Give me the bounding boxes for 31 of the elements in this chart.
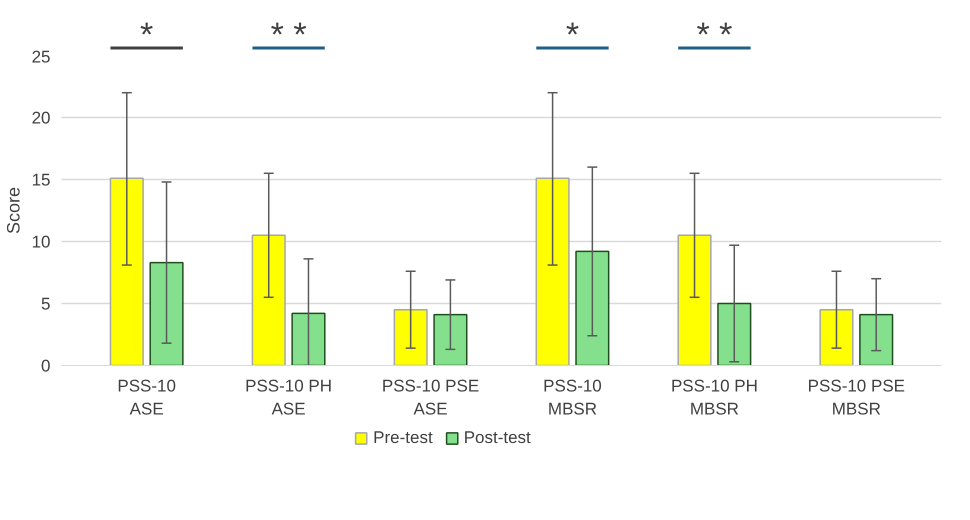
bar [677, 234, 712, 366]
legend-label: Pre-test [373, 428, 433, 448]
x-tick-label: PSS-10 MBSR [543, 376, 602, 418]
bar [575, 250, 610, 366]
y-tick-label: 20 [32, 108, 51, 128]
bar [536, 178, 570, 366]
bar [110, 178, 144, 366]
text: * [566, 16, 580, 54]
y-tick-label: 15 [32, 170, 51, 190]
bar [252, 234, 286, 366]
bar [819, 308, 854, 366]
bar [433, 314, 468, 366]
x-tick-label: PSS-10 PSE MBSR [808, 376, 906, 418]
bar [291, 312, 326, 366]
bar [859, 314, 894, 366]
bar [149, 262, 184, 366]
text: * [140, 16, 154, 54]
bar [394, 308, 428, 366]
text: * * [270, 16, 307, 54]
x-tick-label: PSS-10 PH MBSR [670, 376, 758, 418]
bar [717, 302, 752, 366]
y-axis-title: Score [4, 186, 24, 234]
y-tick-label: 10 [32, 232, 51, 252]
y-tick-label: 25 [32, 48, 51, 66]
legend-label: Post-test [464, 428, 531, 448]
x-tick-label: PSS-10 PH ASE [245, 376, 332, 418]
x-tick-label: PSS-10 PSE ASE [382, 376, 480, 418]
y-tick-label: 5 [41, 294, 51, 314]
text: * * [696, 16, 732, 54]
x-tick-label: PSS-10 ASE [117, 376, 176, 418]
y-tick-label: 0 [41, 356, 51, 376]
